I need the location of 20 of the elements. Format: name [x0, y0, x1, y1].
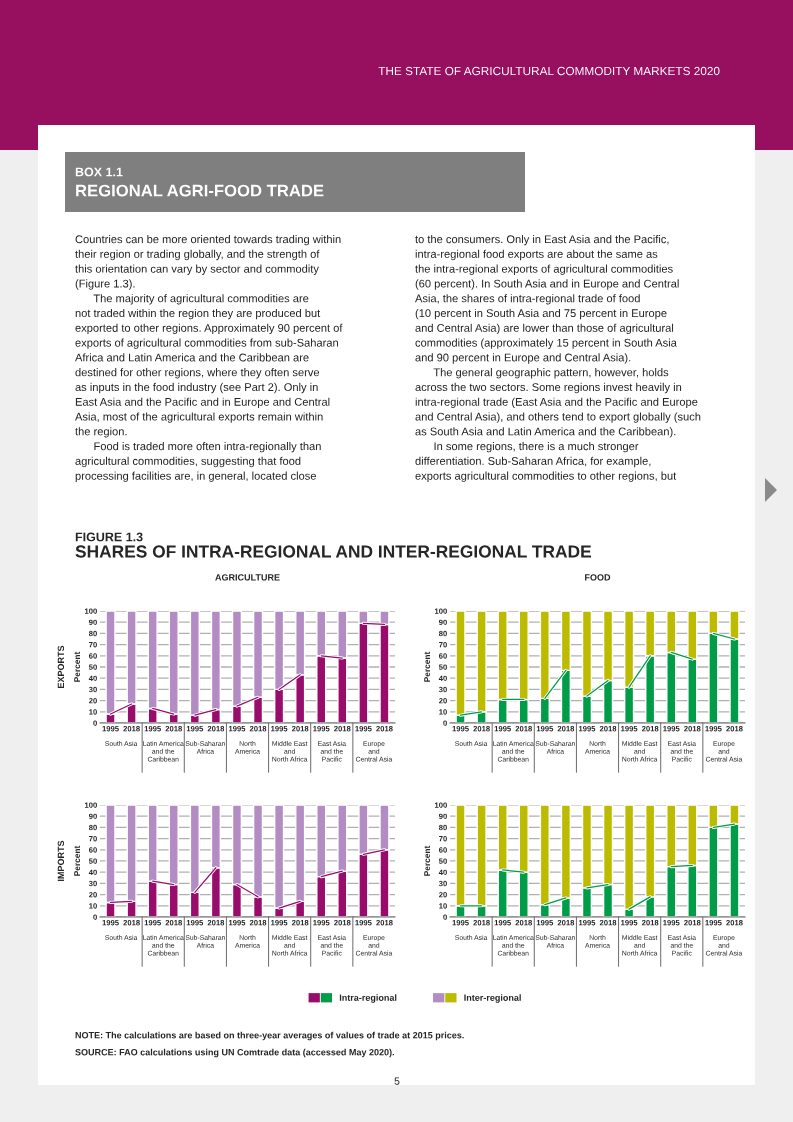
text: Countries can be more oriented towards trading within their region or trading globally, and the strength of this orientation can vary by sector and commodity (Figure 1.3). The majority of agricultural commodities are not traded within the region they are produced but exported to other regions. Approximately 90 percent of exports of agricultural commodities from sub-Saharan Africa and Latin America and the Caribbean are destined for other regions, where they often serve as inputs in the food industry (see Part 2). Only in East Asia and the Pacific and in Europe and Central Asia, most of the agricultural exports remain within the region. Food is traded more often intra-regionally than agricultural commodities, suggesting that food processing facilities are, in general, located close — [75, 235, 343, 482]
legend-label: Intra-regional — [339, 994, 397, 1003]
text: BOX 1.1 — [75, 167, 123, 177]
y-axis-title: Percent — [424, 651, 431, 682]
y-axis-title: Percent — [424, 845, 431, 876]
text: THE STATE OF AGRICULTURAL COMMODITY MARKETS 2020 — [378, 66, 720, 76]
text: SHARES OF INTRA-REGIONAL AND INTER-REGIONAL TRADE — [75, 545, 591, 558]
source-note: SOURCE: FAO calculations using UN Comtrade data (accessed May 2020). — [75, 1048, 394, 1058]
text: IMPORTS — [57, 840, 65, 881]
text: 5 — [394, 1077, 400, 1085]
y-axis-title: Percent — [74, 845, 81, 876]
chart-title: FOOD — [585, 574, 611, 581]
text: NOTE: The calculations are based on three-year averages of values of trade at 2015 prices. — [75, 1031, 464, 1041]
y-axis-title: Percent — [74, 651, 81, 682]
caption: FIGURE 1.3 — [75, 532, 143, 542]
text: REGIONAL AGRI-FOOD TRADE — [76, 184, 324, 197]
chart-title: AGRICULTURE — [215, 574, 280, 581]
legend-label: Inter-regional — [464, 994, 521, 1003]
text: to the consumers. Only in East Asia and the Pacific, intra-regional food exports are about the same as the intra-regional exports of agricultural commodities (60 percent). In South Asia and in Europe and Central Asia, the shares of intra-regional trade of food (10 percent in South Asia and 75 percent in Europe and Central Asia) are lower than those of agricultural commodities (approximately 15 percent in South Asia and 90 percent in Europe and Central Asia). The general geographic pattern, however, holds across the two sectors. Some regions invest heavily in intra-regional trade (East Asia and the Pacific and Europe and Central Asia), and others tend to export globally (such as South Asia and Latin America and the Caribbean). In some regions, there is a much stronger differentiation. Sub-Saharan Africa, for example, exports agricultural commodities to other regions, but — [415, 235, 701, 482]
text: EXPORTS — [57, 645, 65, 688]
